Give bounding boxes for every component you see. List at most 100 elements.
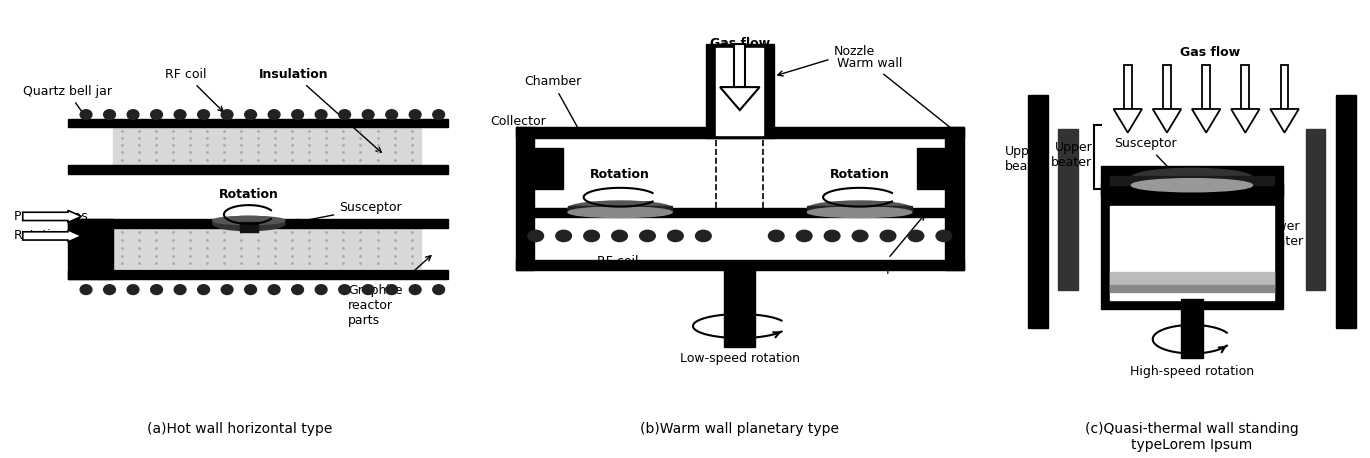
Bar bbox=[114, 229, 421, 268]
Bar bbox=[1028, 95, 1048, 328]
Circle shape bbox=[410, 110, 421, 120]
Circle shape bbox=[81, 110, 92, 120]
Text: High-speed rotation: High-speed rotation bbox=[1130, 365, 1254, 378]
Circle shape bbox=[433, 110, 444, 120]
Text: Insulation: Insulation bbox=[259, 68, 381, 153]
Circle shape bbox=[174, 285, 186, 294]
Polygon shape bbox=[1270, 109, 1299, 133]
Circle shape bbox=[174, 110, 186, 120]
Text: Process gas: Process gas bbox=[14, 210, 88, 223]
Text: Susceptor: Susceptor bbox=[1114, 137, 1178, 178]
Bar bbox=[534, 208, 945, 217]
Circle shape bbox=[433, 285, 444, 294]
Ellipse shape bbox=[212, 216, 285, 225]
Bar bbox=[706, 44, 774, 138]
Ellipse shape bbox=[569, 207, 673, 218]
Bar bbox=[917, 147, 945, 189]
Circle shape bbox=[269, 285, 279, 294]
Text: RF coil: RF coil bbox=[164, 68, 223, 112]
Text: Lower
heater: Lower heater bbox=[1263, 220, 1304, 248]
Text: Upper
beater: Upper beater bbox=[1051, 141, 1092, 169]
Circle shape bbox=[386, 110, 397, 120]
Ellipse shape bbox=[212, 216, 285, 231]
Bar bbox=[1123, 65, 1132, 109]
Bar bbox=[1101, 183, 1282, 195]
Bar bbox=[516, 127, 534, 270]
Text: Susceptor: Susceptor bbox=[849, 215, 925, 274]
Text: Collector: Collector bbox=[490, 115, 545, 164]
Ellipse shape bbox=[1132, 169, 1252, 187]
Circle shape bbox=[292, 110, 304, 120]
Circle shape bbox=[104, 110, 115, 120]
Circle shape bbox=[908, 230, 923, 241]
Circle shape bbox=[362, 285, 374, 294]
Bar bbox=[1336, 95, 1356, 328]
Bar bbox=[68, 270, 448, 279]
Circle shape bbox=[825, 230, 840, 241]
Bar bbox=[807, 206, 911, 212]
Circle shape bbox=[221, 285, 233, 294]
Ellipse shape bbox=[569, 201, 673, 216]
Text: Graphite
reactor
parts: Graphite reactor parts bbox=[348, 256, 432, 327]
Text: Quartz bell jar: Quartz bell jar bbox=[23, 85, 112, 120]
Circle shape bbox=[640, 230, 655, 241]
Circle shape bbox=[104, 285, 115, 294]
Polygon shape bbox=[1114, 109, 1143, 133]
Circle shape bbox=[612, 230, 627, 241]
Text: Warm wall: Warm wall bbox=[837, 57, 960, 136]
Circle shape bbox=[410, 285, 421, 294]
Circle shape bbox=[386, 285, 397, 294]
Bar bbox=[68, 219, 448, 229]
Text: Nozzle: Nozzle bbox=[778, 45, 875, 76]
Text: Rotation: Rotation bbox=[830, 169, 889, 181]
Circle shape bbox=[527, 230, 544, 241]
Ellipse shape bbox=[1132, 179, 1252, 192]
Bar bbox=[1241, 65, 1249, 109]
Bar bbox=[114, 127, 421, 164]
Text: Gas flow: Gas flow bbox=[1180, 46, 1240, 59]
Bar bbox=[1110, 285, 1274, 292]
Circle shape bbox=[338, 110, 351, 120]
Ellipse shape bbox=[807, 201, 911, 216]
Bar bbox=[1281, 65, 1288, 109]
FancyArrow shape bbox=[23, 210, 82, 223]
Text: Rotation: Rotation bbox=[219, 188, 278, 201]
Bar bbox=[240, 223, 258, 232]
Circle shape bbox=[315, 110, 327, 120]
Circle shape bbox=[796, 230, 812, 241]
Circle shape bbox=[127, 110, 138, 120]
Circle shape bbox=[696, 230, 711, 241]
Bar bbox=[1163, 65, 1171, 109]
Bar bbox=[68, 219, 114, 279]
Bar bbox=[534, 147, 563, 189]
Circle shape bbox=[245, 110, 256, 120]
Bar bbox=[516, 260, 963, 270]
Bar bbox=[1058, 129, 1078, 290]
Circle shape bbox=[852, 230, 867, 241]
Circle shape bbox=[197, 285, 210, 294]
Bar bbox=[569, 206, 673, 212]
Bar bbox=[68, 164, 448, 174]
Bar bbox=[945, 127, 963, 270]
Circle shape bbox=[769, 230, 784, 241]
Bar bbox=[717, 48, 763, 135]
Bar bbox=[725, 268, 755, 347]
Bar bbox=[68, 119, 448, 127]
Bar bbox=[1181, 299, 1203, 358]
Circle shape bbox=[315, 285, 327, 294]
Bar bbox=[1101, 166, 1282, 309]
Text: Chamber: Chamber bbox=[523, 76, 581, 135]
Bar bbox=[1110, 176, 1274, 185]
Bar bbox=[734, 44, 745, 87]
Circle shape bbox=[556, 230, 571, 241]
Text: Upper
beater: Upper beater bbox=[1006, 145, 1047, 173]
Bar bbox=[1110, 206, 1274, 300]
Circle shape bbox=[269, 110, 279, 120]
Bar bbox=[1203, 65, 1210, 109]
Circle shape bbox=[81, 285, 92, 294]
Polygon shape bbox=[1192, 109, 1221, 133]
Circle shape bbox=[151, 110, 163, 120]
Text: Gas flow: Gas flow bbox=[710, 37, 770, 50]
Circle shape bbox=[667, 230, 684, 241]
Bar bbox=[516, 127, 963, 138]
